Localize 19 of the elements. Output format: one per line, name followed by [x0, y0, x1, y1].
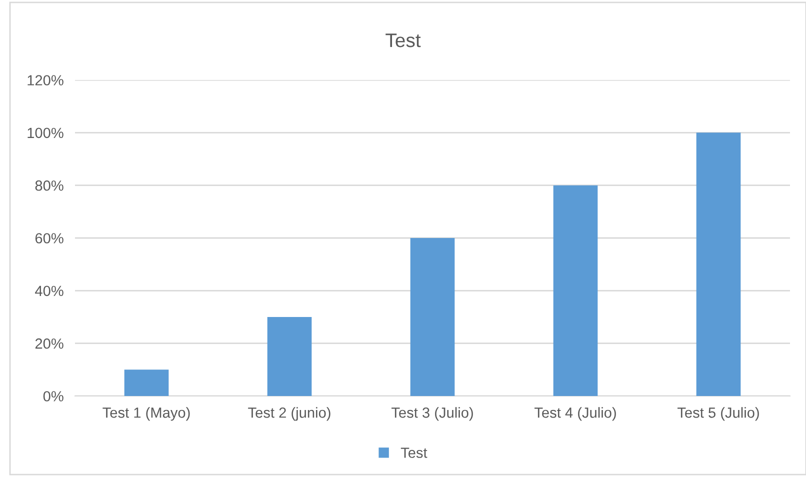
- x-tick-label: Test 1 (Mayo): [102, 407, 190, 421]
- legend-label: Test: [400, 448, 428, 458]
- x-tick-label: Test 5 (Julio): [678, 407, 759, 421]
- y-tick-label: 20%: [35, 338, 64, 349]
- bar: [267, 317, 312, 396]
- y-tick-label: 120%: [28, 75, 64, 86]
- x-tick-label: Test 3 (Julio): [392, 407, 473, 421]
- bar: [553, 185, 598, 396]
- bar: [410, 238, 455, 396]
- y-tick-label: 40%: [35, 286, 64, 296]
- chart-title: Test: [386, 34, 421, 48]
- bar: [696, 132, 741, 396]
- y-tick-label: 100%: [28, 128, 64, 138]
- x-tick-label: Test 4 (Julio): [534, 407, 616, 421]
- x-tick-label: Test 2 (junio): [248, 407, 330, 421]
- y-tick-label: 60%: [35, 233, 64, 244]
- y-tick-label: 80%: [35, 180, 64, 191]
- y-tick-label: 0%: [43, 391, 64, 402]
- bar: [124, 370, 169, 396]
